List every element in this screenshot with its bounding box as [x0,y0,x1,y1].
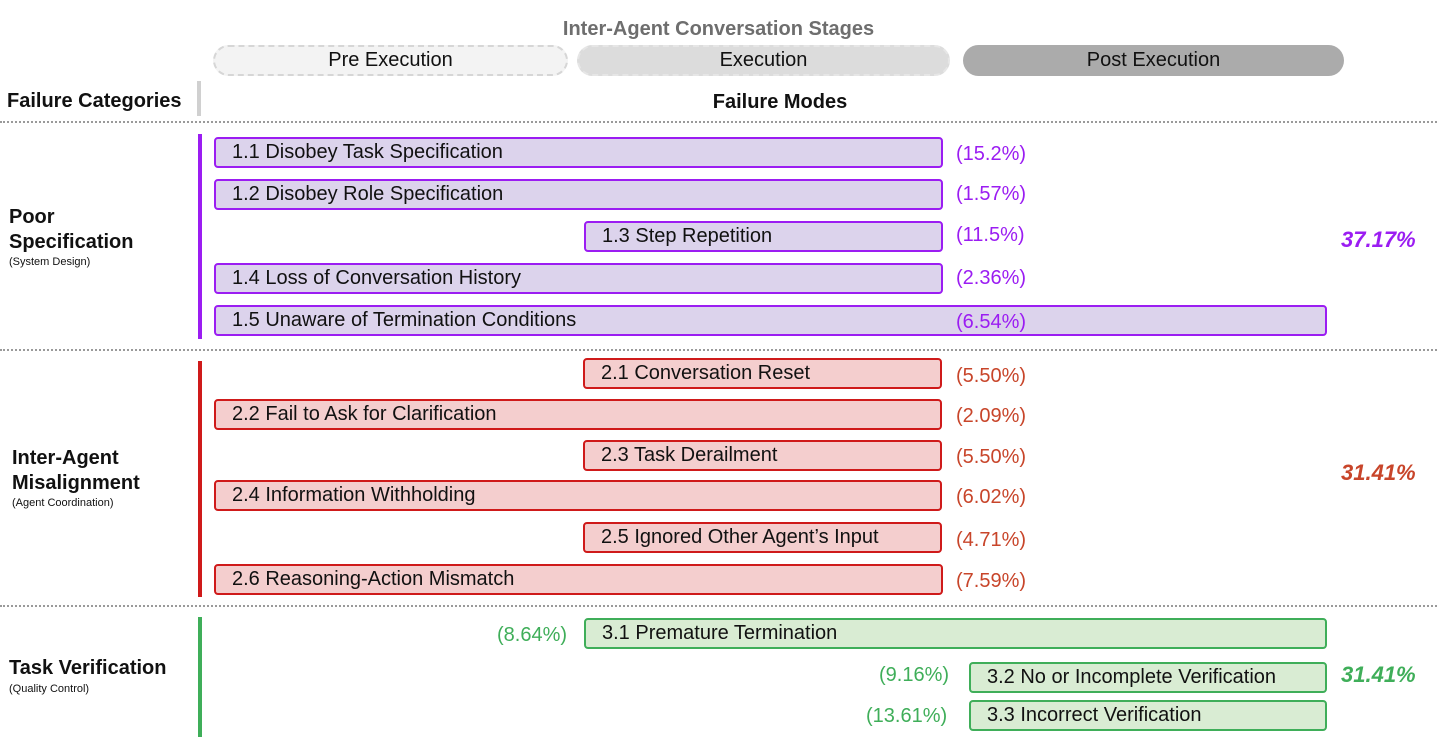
failure-mode-percent: (2.09%) [956,405,1027,427]
category-subtitle: (Quality Control) [9,683,90,695]
category-name-line1: Inter-Agent [12,447,119,469]
section-divider [0,349,1437,351]
failure-mode-2-5: 2.5 Ignored Other Agent’s Input [583,522,942,553]
header-divider [197,81,201,116]
failure-mode-percent: (2.36%) [956,267,1027,289]
failure-mode-percent: (8.64%) [497,624,568,646]
failure-mode-2-1: 2.1 Conversation Reset [583,358,942,389]
failure-mode-1-2: 1.2 Disobey Role Specification [214,179,943,210]
stages-title: Inter-Agent Conversation Stages [562,18,875,40]
failure-mode-percent: (13.61%) [866,705,948,727]
category-name-line1: Task Verification [9,657,167,679]
failure-mode-percent: (11.5%) [956,224,1025,246]
category-percent-task-verification: 31.41% [1341,662,1416,687]
stage-execution: Execution [577,45,950,76]
failure-mode-percent: (5.50%) [956,365,1027,387]
section-divider [0,605,1437,607]
category-task-verification: Task Verification (Quality Control) [9,656,166,696]
failure-categories-header: Failure Categories [7,90,182,112]
failure-mode-percent: (6.02%) [956,486,1027,508]
failure-mode-2-4: 2.4 Information Withholding [214,480,942,511]
failure-mode-percent: (15.2%) [956,143,1027,165]
failure-mode-3-3: 3.3 Incorrect Verification [969,700,1327,731]
failure-mode-2-2: 2.2 Fail to Ask for Clarification [214,399,942,430]
failure-mode-3-1: 3.1 Premature Termination [584,618,1327,649]
stage-post-execution: Post Execution [963,45,1344,76]
category-subtitle: (Agent Coordination) [12,497,114,509]
failure-mode-percent: (5.50%) [956,446,1027,468]
failure-mode-percent: (4.71%) [956,529,1027,551]
category-inter-agent-misalignment: Inter-Agent Misalignment (Agent Coordina… [12,446,140,510]
poor-specification-bar [198,134,202,339]
category-percent-inter-agent-misalignment: 31.41% [1341,460,1416,485]
stage-pre-execution: Pre Execution [213,45,568,76]
inter-agent-misalignment-bar [198,361,202,597]
failure-mode-1-4: 1.4 Loss of Conversation History [214,263,943,294]
section-divider [0,121,1437,123]
failure-mode-1-5: 1.5 Unaware of Termination Conditions [214,305,1327,336]
category-name-line1: Poor [9,206,55,228]
failure-mode-1-1: 1.1 Disobey Task Specification [214,137,943,168]
category-percent-poor-specification: 37.17% [1341,227,1416,252]
category-subtitle: (System Design) [9,256,91,268]
failure-mode-3-2: 3.2 No or Incomplete Verification [969,662,1327,693]
category-name-line2: Specification [9,231,134,253]
category-poor-specification: Poor Specification (System Design) [9,205,133,269]
failure-mode-percent: (6.54%) [956,311,1027,333]
failure-mode-percent: (1.57%) [956,183,1027,205]
failure-mode-1-3: 1.3 Step Repetition [584,221,943,252]
failure-modes-header: Failure Modes [712,91,848,113]
failure-mode-percent: (9.16%) [879,664,950,686]
failure-mode-2-3: 2.3 Task Derailment [583,440,942,471]
task-verification-bar [198,617,202,737]
failure-mode-percent: (7.59%) [956,570,1027,592]
category-name-line2: Misalignment [12,472,140,494]
failure-mode-2-6: 2.6 Reasoning-Action Mismatch [214,564,943,595]
